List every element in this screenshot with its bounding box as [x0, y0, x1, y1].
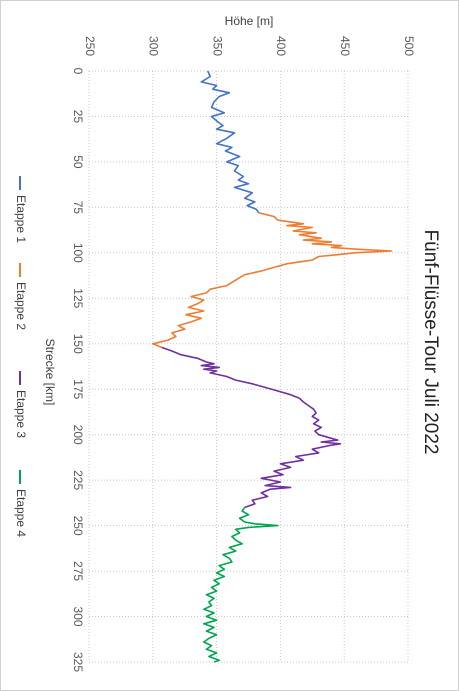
x-tick-label: 175: [71, 379, 85, 399]
x-tick-label: 325: [71, 652, 85, 672]
x-tick-label: 300: [71, 607, 85, 627]
x-tick-label: 25: [71, 110, 85, 124]
series-line-etappe-3: [161, 346, 342, 509]
x-tick-label: 100: [71, 243, 85, 263]
series-line-etappe-4: [203, 506, 279, 663]
y-tick-label: 300: [147, 36, 161, 56]
legend-label: Etappe 1: [14, 195, 28, 243]
legend-label: Etappe 3: [14, 390, 28, 438]
y-tick-label: 350: [210, 36, 224, 56]
x-tick-label: 150: [71, 334, 85, 354]
x-axis-title: Strecke [km]: [43, 339, 57, 406]
x-tick-label: 200: [71, 425, 85, 445]
y-tick-label: 450: [338, 36, 352, 56]
legend-label: Etappe 2: [14, 282, 28, 330]
x-tick-label: 225: [71, 470, 85, 490]
legend-label: Etappe 4: [14, 489, 28, 537]
x-tick-label: 125: [71, 288, 85, 308]
y-tick-label: 500: [402, 36, 416, 56]
y-tick-label: 250: [83, 36, 97, 56]
series-line-etappe-2: [152, 212, 393, 349]
x-tick-label: 75: [71, 201, 85, 215]
legend: Etappe 1 Etappe 2 Etappe 3 Etappe 4: [14, 176, 28, 537]
chart-title: Fünf-Flüsse-Tour Juli 2022: [420, 230, 441, 455]
x-tick-label: 0: [71, 68, 85, 75]
y-tick-label: 400: [274, 36, 288, 56]
x-tick-label: 250: [71, 516, 85, 536]
series-line-etappe-1: [200, 70, 260, 214]
x-tick-label: 50: [71, 155, 85, 169]
x-tick-label: 275: [71, 561, 85, 581]
y-axis-title: Höhe [m]: [225, 14, 274, 28]
